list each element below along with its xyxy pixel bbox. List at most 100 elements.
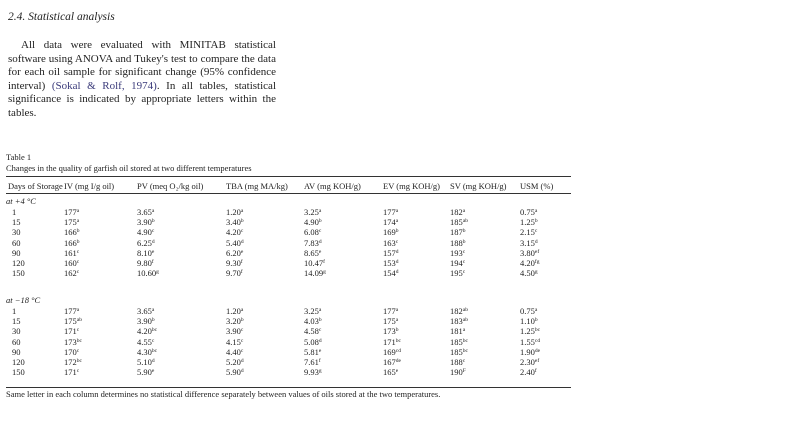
- cell-value: 30: [12, 227, 21, 238]
- cell-value: 175: [64, 217, 77, 228]
- cell-value: 15: [12, 316, 21, 327]
- table-row: 15 175ab 3.90b 3.20b 4.03b 175a 183ab 1.10b: [6, 316, 571, 326]
- section-heading: 2.4. Statistical analysis: [8, 11, 115, 23]
- cell-value: 30: [12, 326, 21, 337]
- significance-letter: a: [395, 307, 399, 313]
- significance-letter: b: [240, 317, 244, 324]
- table-cell: 167de: [383, 357, 401, 367]
- table-cell: 153d: [383, 258, 399, 268]
- cell-value: 174: [383, 217, 396, 228]
- significance-letter: bc: [462, 347, 468, 354]
- cell-value: 185: [450, 336, 463, 347]
- significance-letter: a: [534, 307, 538, 313]
- section-paragraph: All data were evaluated with MINITAB sta…: [8, 39, 276, 120]
- significance-letter: b: [395, 327, 399, 334]
- table-row: 60 166b 6.25d 5.40d 7.83d 163c 188b 3.15d: [6, 238, 571, 248]
- significance-letter: b: [462, 238, 466, 245]
- cell-value: 8.65: [304, 247, 319, 258]
- cell-value: 177: [383, 306, 396, 316]
- table-row: 120 172bc 5.10d 5.20d 7.61f 167de 188c 2.30ef: [6, 357, 571, 367]
- cell-value: 153: [383, 258, 396, 268]
- table-cell: 173bc: [64, 337, 82, 347]
- cell-value: 1.55: [520, 336, 535, 347]
- table-cell: 0.75a: [520, 207, 537, 217]
- cell-value: 7.83: [304, 237, 319, 248]
- significance-letter: b: [76, 238, 80, 245]
- table-cell: 1: [12, 306, 16, 316]
- cell-value: 4.58: [304, 326, 319, 337]
- table-cell: 120: [12, 357, 25, 367]
- cell-value: 2.40: [520, 367, 535, 378]
- significance-letter: bc: [395, 337, 401, 344]
- table-cell: 181a: [450, 326, 465, 336]
- table-cell: 171c: [64, 367, 79, 377]
- cell-value: 4.90: [304, 217, 319, 228]
- significance-letter: d: [395, 259, 399, 265]
- cell-value: 3.90: [137, 217, 152, 228]
- significance-letter: c: [462, 358, 466, 364]
- significance-letter: b: [395, 228, 399, 235]
- table-row: 1 177a 3.65a 1.20a 3.25a 177a 182ab 0.75a: [6, 306, 571, 316]
- significance-letter: b: [318, 218, 322, 225]
- significance-letter: bc: [151, 347, 158, 354]
- cell-value: 173: [64, 336, 77, 347]
- table-cell: 1: [12, 207, 16, 217]
- cell-value: 190: [450, 367, 463, 378]
- significance-letter: a: [395, 218, 399, 225]
- table-row: 90 161c 8.10e 6.20e 8.65e 157d 193c 3.80ef: [6, 248, 571, 258]
- group-label: at −18 °C: [6, 295, 41, 305]
- significance-letter: c: [462, 269, 466, 276]
- cell-value: 4.40: [226, 346, 241, 357]
- cell-value: 4.20: [520, 258, 535, 268]
- table-cell: 171c: [64, 326, 79, 336]
- cell-value: 9.30: [226, 258, 241, 268]
- significance-letter: c: [395, 238, 399, 245]
- cell-value: 4.15: [226, 336, 241, 347]
- cell-value: 8.10: [137, 247, 152, 258]
- significance-letter: c: [240, 347, 244, 354]
- table-cell: 9.80f: [137, 258, 154, 268]
- table-cell: 171bc: [383, 337, 401, 347]
- cell-value: 4.20: [137, 326, 152, 337]
- significance-letter: d: [534, 238, 538, 245]
- table-cell: 175a: [64, 217, 79, 227]
- significance-letter: d: [240, 238, 244, 245]
- significance-letter: a: [395, 208, 399, 214]
- table-cell: 15: [12, 217, 21, 227]
- cell-value: 3.90: [137, 316, 152, 327]
- table-cell: 177a: [383, 207, 398, 217]
- significance-letter: d: [151, 358, 155, 364]
- significance-letter: c: [151, 228, 155, 235]
- cell-value: 60: [12, 237, 21, 248]
- table-cell: 174a: [383, 217, 398, 227]
- significance-letter: a: [76, 208, 80, 214]
- cell-value: 10.60: [137, 268, 157, 279]
- table-cell: 15: [12, 316, 21, 326]
- significance-letter: ef: [534, 248, 540, 255]
- significance-letter: d: [395, 248, 399, 255]
- significance-letter: g: [323, 269, 326, 276]
- column-header: USM (%): [520, 181, 554, 191]
- table-cell: 4.90b: [304, 217, 322, 227]
- cell-value: 3.80: [520, 247, 535, 258]
- citation-link[interactable]: (Sokal & Rolf, 1974): [51, 79, 157, 92]
- table-cell: 3.90b: [137, 316, 155, 326]
- cell-value: 160: [64, 258, 77, 268]
- significance-letter: c: [462, 259, 466, 265]
- table-footnote: Same letter in each column determines no…: [6, 389, 441, 399]
- cell-value: 3.65: [137, 207, 152, 217]
- cell-value: 6.25: [137, 237, 152, 248]
- cell-value: 120: [12, 258, 25, 268]
- significance-letter: e: [151, 368, 155, 375]
- table-cell: 5.90e: [137, 367, 154, 377]
- cell-value: 1.90: [520, 346, 535, 357]
- cell-value: 171: [64, 326, 77, 337]
- table-cell: 3.65a: [137, 306, 154, 316]
- table-cell: 4.15c: [226, 337, 243, 347]
- cell-value: 194: [450, 258, 463, 268]
- table-cell: 8.10e: [137, 248, 154, 258]
- significance-letter: c: [240, 327, 244, 334]
- significance-letter: g: [534, 269, 538, 276]
- cell-value: 2.30: [520, 357, 535, 367]
- table-cell: 175ab: [64, 316, 82, 326]
